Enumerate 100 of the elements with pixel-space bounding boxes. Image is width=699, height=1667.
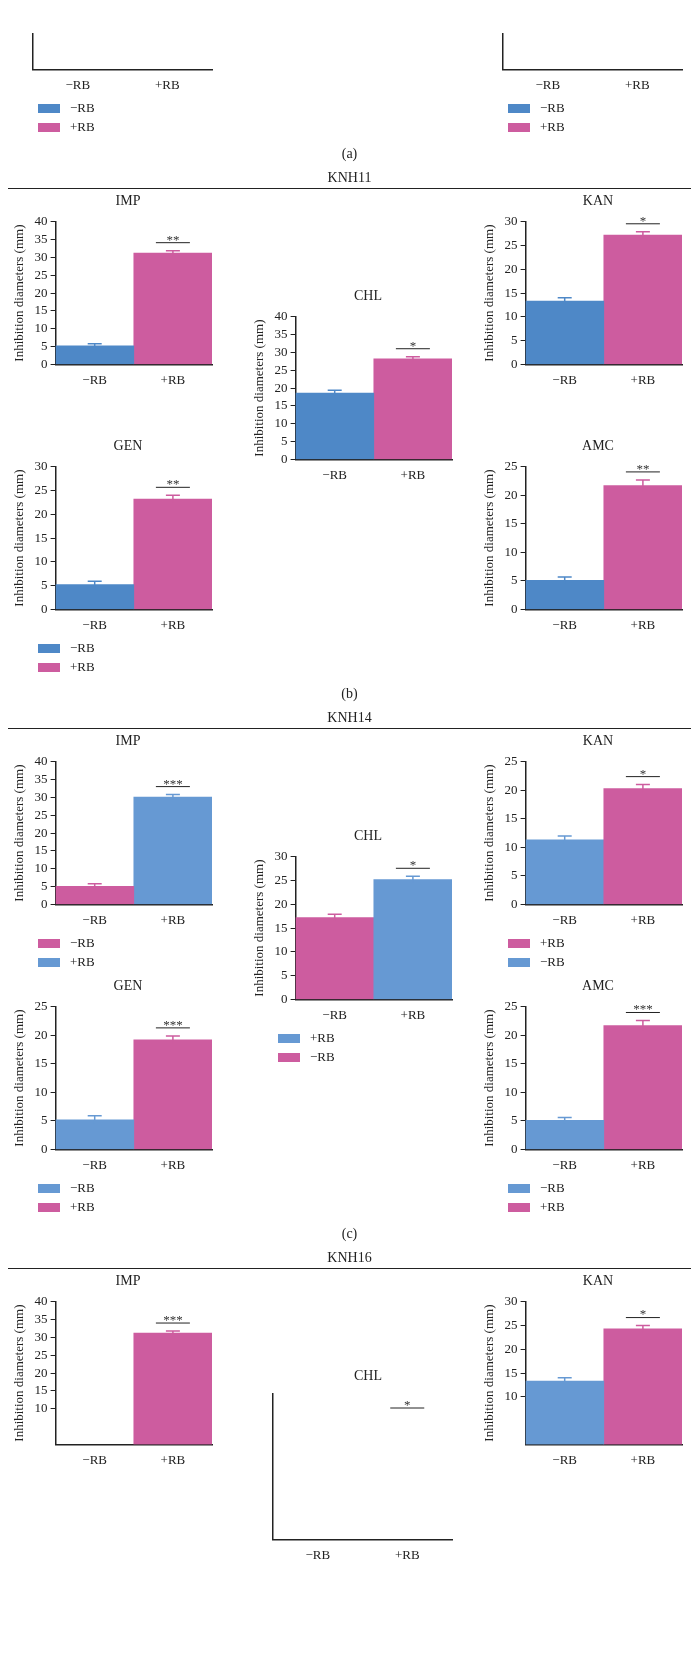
y-tick-label: 25 [34, 806, 48, 822]
legend-label: +RB [540, 1199, 565, 1215]
y-tick-label: 35 [274, 326, 288, 342]
y-tick-label: 5 [41, 338, 48, 353]
y-tick-label: 25 [274, 361, 288, 377]
y-tick-label: 30 [504, 213, 518, 229]
y-axis-title: Inhibition diameters (mm) [481, 224, 497, 362]
legend-label: +RB [70, 119, 95, 135]
y-tick-label: 20 [274, 895, 288, 911]
y-tick-label: 0 [511, 355, 518, 371]
text: (c) [340, 1226, 359, 1242]
y-tick-label: 15 [34, 1382, 48, 1398]
x-tick-label: −RB [552, 1451, 578, 1467]
y-tick-label: 20 [34, 505, 48, 521]
category-label: +RB [154, 76, 180, 92]
category-label: −RB [535, 76, 561, 92]
chart-title: CHL [353, 288, 383, 305]
y-tick-label: 0 [281, 450, 288, 466]
y-tick-label: 10 [34, 1400, 48, 1416]
y-tick-label: 10 [504, 1083, 518, 1099]
y-tick-label: 15 [34, 1055, 48, 1071]
y-tick-label: 25 [504, 1316, 518, 1332]
y-tick-label: 10 [274, 415, 288, 431]
text: CHL [353, 1368, 383, 1385]
text: (a) [340, 146, 359, 162]
category-label: +RB [624, 76, 650, 92]
chart-title: GEN [112, 978, 144, 995]
category-label: −RB [305, 1546, 331, 1562]
legend-label: −RB [310, 1049, 335, 1065]
y-tick-label: 35 [34, 231, 48, 247]
y-tick-label: 5 [511, 332, 518, 348]
annotation: * [639, 1306, 647, 1322]
annotation: * [409, 857, 417, 873]
x-tick-label: +RB [160, 616, 186, 632]
y-axis-title: Inhibition diameters (mm) [481, 1304, 497, 1442]
y-tick-label: 0 [281, 990, 288, 1006]
x-tick-label: −RB [82, 911, 108, 927]
annotation: *** [163, 775, 183, 791]
chart-title: AMC [581, 978, 615, 995]
y-tick-label: 25 [504, 753, 518, 769]
legend-label: −RB [70, 935, 95, 951]
chart-title: GEN [112, 438, 144, 455]
annotation: *** [163, 1016, 183, 1032]
y-axis-title: Inhibition diameters (mm) [251, 319, 267, 457]
y-tick-label: 20 [504, 260, 518, 276]
y-tick-label: 15 [274, 397, 288, 413]
y-tick-label: 0 [511, 1140, 518, 1156]
y-tick-label: 10 [34, 860, 48, 876]
y-tick-label: 20 [34, 284, 48, 300]
y-tick-label: 5 [41, 577, 48, 593]
y-tick-label: 20 [34, 1364, 48, 1380]
annotation: * [639, 212, 647, 228]
y-tick-label: 0 [511, 895, 518, 911]
annotation: ** [166, 231, 180, 247]
category-label: −RB [65, 76, 91, 92]
y-tick-label: 30 [504, 1293, 518, 1309]
chart-title: IMP [114, 733, 142, 750]
x-tick-label: +RB [160, 1156, 186, 1172]
y-tick-label: 10 [504, 1388, 518, 1404]
y-tick-label: 40 [274, 308, 288, 324]
x-tick-label: +RB [630, 616, 656, 632]
legend-label: −RB [70, 640, 95, 656]
y-tick-label: 15 [34, 842, 48, 858]
y-tick-label: 30 [34, 788, 48, 804]
y-tick-label: 25 [274, 871, 288, 887]
y-tick-label: 0 [41, 1140, 48, 1156]
annotation: *** [163, 1311, 183, 1327]
y-tick-label: 0 [511, 600, 518, 616]
y-tick-label: 25 [504, 236, 518, 252]
y-tick-label: 10 [274, 943, 288, 959]
legend-label: +RB [540, 119, 565, 135]
annotation: * [639, 765, 647, 781]
category-label: +RB [394, 1546, 420, 1562]
chart-title: IMP [114, 193, 142, 210]
y-axis-title: Inhibition diameters (mm) [11, 469, 27, 607]
x-tick-label: −RB [82, 371, 108, 387]
y-tick-label: 20 [504, 781, 518, 797]
annotation: *** [633, 1001, 653, 1017]
legend-label: −RB [70, 100, 95, 116]
y-tick-label: 15 [34, 529, 48, 545]
y-tick-label: 30 [34, 458, 48, 474]
y-tick-label: 10 [34, 1083, 48, 1099]
y-tick-label: 20 [504, 1026, 518, 1042]
chart-title: CHL [353, 828, 383, 845]
legend-label: +RB [70, 1199, 95, 1215]
y-tick-label: 25 [34, 481, 48, 497]
y-tick-label: 5 [281, 433, 288, 448]
y-axis-title: Inhibition diameters (mm) [481, 764, 497, 902]
y-tick-label: 25 [34, 1346, 48, 1362]
x-tick-label: +RB [160, 1451, 186, 1467]
legend-label: −RB [540, 100, 565, 116]
y-tick-label: 10 [504, 308, 518, 324]
legend-label: −RB [540, 954, 565, 970]
y-axis-title: Inhibition diameters (mm) [481, 1009, 497, 1147]
x-tick-label: +RB [630, 371, 656, 387]
x-tick-label: −RB [552, 616, 578, 632]
x-tick-label: +RB [160, 371, 186, 387]
y-tick-label: 25 [504, 998, 518, 1014]
text: KNH16 [8, 1250, 691, 1269]
text: (b) [340, 686, 359, 702]
